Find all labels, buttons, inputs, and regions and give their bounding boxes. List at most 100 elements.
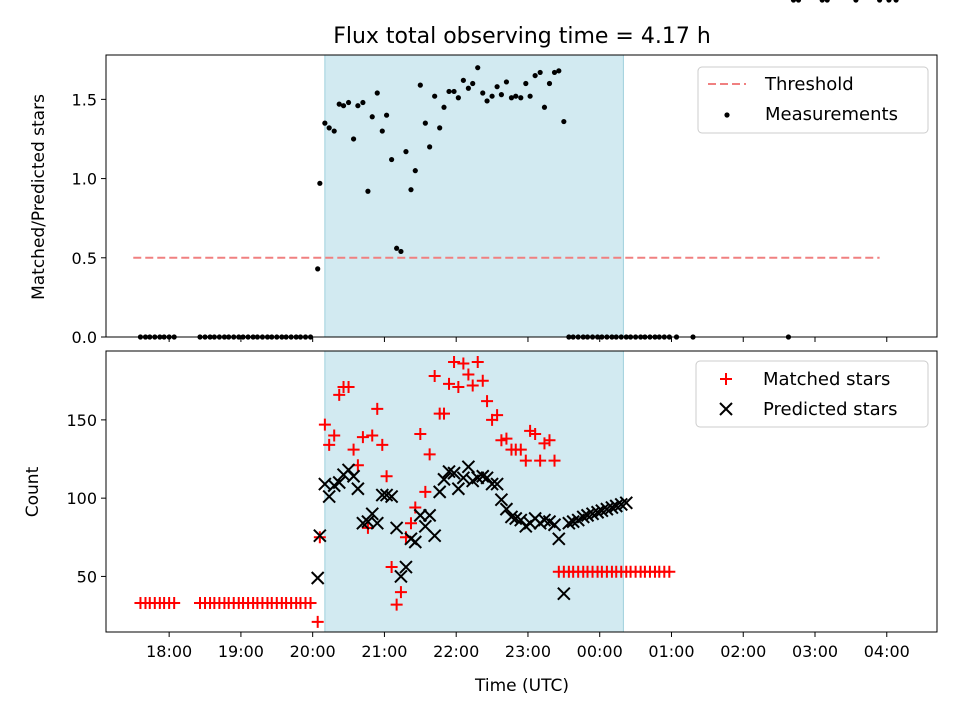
matched-star-point <box>491 409 504 422</box>
measurement-point <box>360 99 366 106</box>
measurement-point <box>494 84 500 90</box>
measurement-point <box>527 93 533 99</box>
measurement-point <box>427 144 433 150</box>
legend-measurements-label: Measurements <box>765 104 898 125</box>
predicted-star-point <box>590 505 605 519</box>
measurement-point <box>518 95 524 101</box>
measurement-point <box>389 156 395 163</box>
predicted-star-point <box>576 510 590 524</box>
measurement-point <box>417 82 423 88</box>
predicted-star-point <box>605 500 619 515</box>
measurement-point <box>853 0 859 3</box>
measurement-point <box>297 334 304 340</box>
measurement-point <box>326 125 332 131</box>
predicted-star-point <box>389 521 404 535</box>
measurement-point <box>408 187 414 193</box>
top-legend: Threshold Measurements <box>697 66 929 134</box>
matched-star-point <box>323 438 336 451</box>
measurement-point <box>652 334 658 340</box>
predicted-star-point <box>447 466 461 480</box>
measurement-point <box>288 334 294 340</box>
x-tick-label: 19:00 <box>218 642 264 661</box>
measurement-point <box>147 334 153 340</box>
measurement-point <box>824 0 830 3</box>
matched-star-point <box>471 355 484 368</box>
measurement-point <box>202 334 208 340</box>
predicted-star-point <box>313 529 327 543</box>
measurement-point <box>231 334 237 340</box>
matched-star-point <box>347 443 360 456</box>
matched-star-point <box>543 434 556 447</box>
predicted-star-point <box>619 496 633 510</box>
matched-star-point <box>333 388 346 401</box>
measurement-point <box>513 93 519 99</box>
predicted-star-point <box>310 571 325 585</box>
measurement-point <box>315 266 321 272</box>
bottom-y-tick-label: 50 <box>77 567 97 586</box>
measurement-point <box>211 334 217 340</box>
matched-star-point <box>371 402 384 415</box>
top-y-tick-label: 0.5 <box>72 249 97 268</box>
measurement-point <box>365 188 371 194</box>
top-axes-frame <box>105 54 938 338</box>
matched-star-point <box>423 448 436 461</box>
matched-star-point <box>311 615 324 628</box>
measurement-point <box>374 90 380 96</box>
measurement-point <box>161 334 167 340</box>
measurement-point <box>441 104 447 110</box>
measurement-point <box>498 92 505 98</box>
legend-matched-label: Matched stars <box>763 369 890 390</box>
predicted-star-point <box>322 489 336 504</box>
legend-predicted-swatch <box>719 402 733 416</box>
measurement-point <box>580 334 586 340</box>
measurement-point <box>886 0 892 3</box>
measurement-point <box>627 334 634 340</box>
measurement-point <box>537 69 543 76</box>
top-legend-box <box>697 66 929 134</box>
measurement-point <box>207 334 213 340</box>
measurement-point <box>336 101 342 107</box>
predicted-star-point <box>547 518 562 532</box>
legend-predicted-label: Predicted stars <box>763 399 897 420</box>
matched-star-point <box>519 454 532 467</box>
top-y-tick-label: 1.0 <box>72 170 97 189</box>
measurement-point <box>236 334 242 340</box>
bottom-legend: Matched stars Predicted stars <box>695 360 929 428</box>
measurement-point <box>489 93 495 99</box>
measurement-point <box>446 88 452 95</box>
measurement-point <box>584 334 591 340</box>
measurement-point <box>556 68 562 74</box>
x-tick-label: 02:00 <box>720 642 766 661</box>
measurement-point <box>350 136 357 142</box>
matched-star-point <box>366 429 379 442</box>
matched-star-point <box>437 407 450 420</box>
matched-star-point <box>356 431 369 444</box>
measurement-point <box>171 334 177 340</box>
measurement-point <box>475 65 481 71</box>
measurement-point <box>570 334 576 340</box>
matched-star-point <box>548 454 561 467</box>
measurement-point <box>322 120 328 126</box>
x-tick-label: 18:00 <box>146 642 192 661</box>
measurement-point <box>623 334 629 340</box>
predicted-star-point <box>494 493 509 507</box>
predicted-star-point <box>399 560 413 574</box>
x-tick-label: 20:00 <box>290 642 336 661</box>
predicted-star-point <box>432 485 447 499</box>
measurement-point <box>307 334 314 340</box>
matched-star-point <box>500 432 513 445</box>
top-shaded-interval <box>324 54 624 338</box>
matched-star-point <box>390 598 403 611</box>
measurement-point <box>589 334 596 340</box>
measurement-point <box>541 104 548 110</box>
measurement-point <box>259 334 266 340</box>
bottom-y-tick-label: 150 <box>66 411 97 430</box>
measurement-point <box>551 69 558 76</box>
measurement-point <box>250 334 256 340</box>
measurement-point <box>245 334 251 340</box>
measurement-point <box>656 334 662 340</box>
measurement-point <box>566 334 572 340</box>
matched-star-point <box>376 438 389 451</box>
measurement-point <box>460 77 466 83</box>
measurement-point <box>618 334 624 340</box>
